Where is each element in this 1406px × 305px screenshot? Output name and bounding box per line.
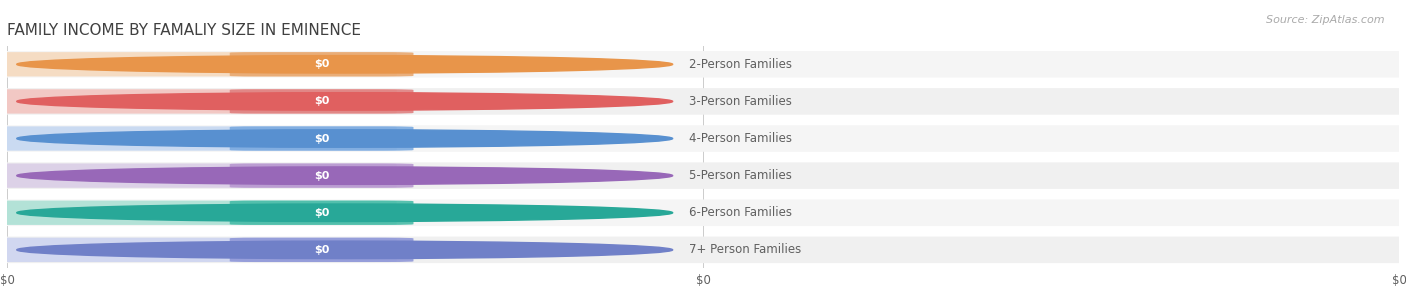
Text: $0: $0 [314, 208, 329, 218]
Text: 7+ Person Families: 7+ Person Families [689, 243, 801, 256]
Text: $0: $0 [314, 96, 329, 106]
Circle shape [17, 56, 672, 73]
Text: $0: $0 [314, 134, 329, 144]
FancyBboxPatch shape [229, 163, 413, 188]
FancyBboxPatch shape [0, 163, 396, 188]
Text: 5-Person Families: 5-Person Families [689, 169, 792, 182]
Circle shape [17, 167, 672, 184]
Text: $0: $0 [314, 245, 329, 255]
Circle shape [17, 93, 672, 110]
Text: $0: $0 [314, 170, 329, 181]
FancyBboxPatch shape [229, 201, 413, 225]
FancyBboxPatch shape [0, 199, 1406, 226]
FancyBboxPatch shape [229, 238, 413, 262]
Text: FAMILY INCOME BY FAMALIY SIZE IN EMINENCE: FAMILY INCOME BY FAMALIY SIZE IN EMINENC… [7, 23, 361, 38]
FancyBboxPatch shape [229, 126, 413, 151]
FancyBboxPatch shape [229, 52, 413, 77]
FancyBboxPatch shape [0, 238, 396, 262]
Circle shape [17, 130, 672, 147]
Text: 6-Person Families: 6-Person Families [689, 206, 793, 219]
FancyBboxPatch shape [0, 51, 1406, 77]
FancyBboxPatch shape [0, 88, 1406, 115]
FancyBboxPatch shape [0, 237, 1406, 263]
Text: $0: $0 [314, 59, 329, 69]
FancyBboxPatch shape [0, 125, 1406, 152]
Text: Source: ZipAtlas.com: Source: ZipAtlas.com [1267, 15, 1385, 25]
Circle shape [17, 241, 672, 259]
FancyBboxPatch shape [0, 52, 396, 77]
FancyBboxPatch shape [0, 89, 396, 113]
FancyBboxPatch shape [0, 126, 396, 151]
Text: 2-Person Families: 2-Person Families [689, 58, 793, 71]
Text: 4-Person Families: 4-Person Families [689, 132, 793, 145]
FancyBboxPatch shape [0, 201, 396, 225]
Circle shape [17, 204, 672, 221]
FancyBboxPatch shape [229, 89, 413, 113]
Text: 3-Person Families: 3-Person Families [689, 95, 792, 108]
FancyBboxPatch shape [0, 162, 1406, 189]
